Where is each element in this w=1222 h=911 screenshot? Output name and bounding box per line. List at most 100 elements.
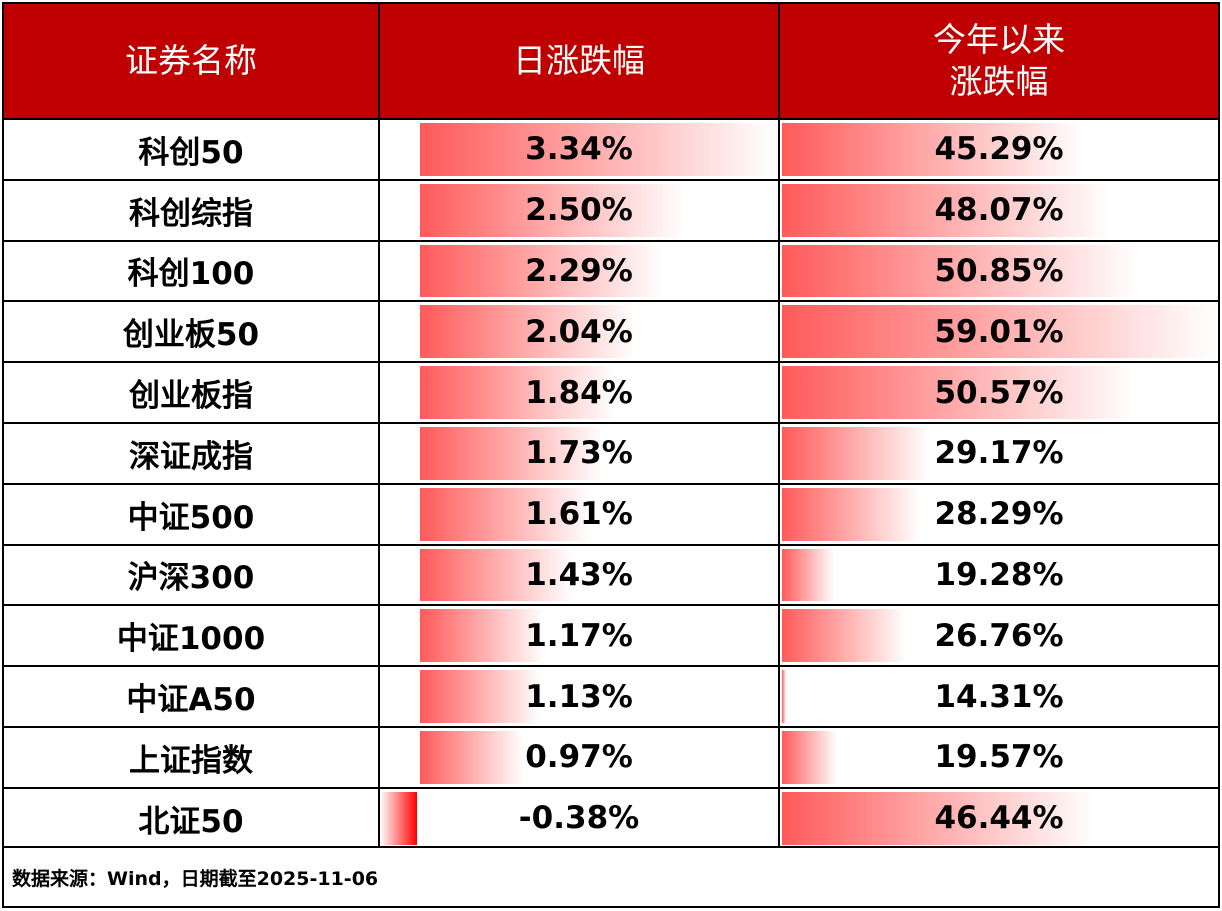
daily-change-value: 1.84% [525,374,633,411]
ytd-change-cell: 46.44% [780,789,1218,848]
ytd-change-value: 59.01% [934,313,1064,350]
header-label: 证券名称 [125,41,257,80]
table-row: 科创100 2.29% 50.85% [4,239,1218,301]
ytd-change-value: 50.57% [934,374,1064,411]
daily-change-bar [420,427,604,480]
ytd-change-bar [782,609,906,663]
ytd-change-cell: 50.85% [780,242,1218,301]
security-name-cell: 北证50 [4,788,380,848]
table-row: 中证500 1.61% 28.29% [4,482,1218,544]
ytd-change-bar [782,123,1085,176]
daily-change-value: 1.13% [525,678,633,715]
ytd-change-cell: 19.57% [780,728,1218,787]
ytd-change-bar [782,427,929,480]
daily-change-bar [420,609,544,663]
ytd-change-value: 19.57% [934,739,1064,776]
ytd-change-value: 45.29% [934,131,1064,168]
security-name: 创业板指 [129,378,253,415]
security-name-cell: 科创50 [4,120,380,179]
daily-change-bar [420,731,523,784]
security-name: 北证50 [138,803,244,840]
security-name: 中证A50 [126,682,256,719]
header-label: 今年以来 [933,20,1065,59]
security-name-cell: 创业板50 [4,302,380,362]
ytd-change-bar [782,244,1138,298]
security-name: 深证成指 [129,438,253,475]
daily-change-bar [420,244,663,298]
table-row: 上证指数 0.97% 19.57% [4,726,1218,787]
security-name-cell: 深证成指 [4,424,380,483]
header-security-name: 证券名称 [4,4,380,118]
daily-change-value: 1.43% [525,556,633,593]
daily-change-cell: 1.17% [380,606,780,666]
ytd-change-bar [782,791,1096,845]
ytd-change-bar [782,487,921,541]
table-row: 中证1000 1.17% 26.76% [4,604,1218,666]
daily-change-bar [420,548,572,602]
daily-change-cell: 2.29% [380,241,780,301]
daily-change-value: 3.34% [525,131,633,168]
ytd-change-bar [782,183,1111,237]
daily-change-cell: 1.84% [380,363,780,422]
ytd-change-value: 28.29% [934,496,1064,533]
security-name: 沪深300 [127,560,255,597]
security-name: 科创100 [127,256,255,293]
daily-change-cell: 3.34% [380,120,780,179]
ytd-change-cell: 14.31% [780,667,1218,726]
ytd-change-bar [782,670,786,723]
data-source-note: 数据来源：Wind，日期截至2025-11-06 [4,846,1218,906]
security-name: 上证指数 [129,742,253,779]
ytd-change-value: 19.28% [934,556,1064,593]
security-name-cell: 中证A50 [4,667,380,726]
ytd-change-value: 48.07% [934,192,1064,229]
daily-change-bar [420,305,637,359]
table-row: 创业板50 2.04% 59.01% [4,300,1218,362]
ytd-change-cell: 45.29% [780,120,1218,179]
daily-change-bar [420,183,685,237]
daily-change-cell: 1.61% [380,484,780,544]
daily-change-bar [420,123,774,176]
daily-change-value: -0.38% [518,800,640,837]
security-name: 科创综指 [129,195,253,232]
table-row: 科创50 3.34% 45.29% [4,118,1218,179]
table-row: 科创综指 2.50% 48.07% [4,178,1218,240]
ytd-change-value: 14.31% [934,678,1064,715]
ytd-change-bar [782,548,834,602]
security-name: 中证500 [127,499,255,536]
daily-change-value: 1.73% [525,435,633,472]
table-row: 北证50 -0.38% 46.44% [4,786,1218,848]
ytd-change-cell: 26.76% [780,606,1218,665]
daily-change-cell: 1.43% [380,545,780,605]
table-row: 沪深300 1.43% 19.28% [4,543,1218,605]
ytd-change-value: 46.44% [934,800,1064,837]
security-name-cell: 上证指数 [4,728,380,787]
daily-change-bar [420,487,591,541]
security-name: 创业板50 [122,317,260,354]
header-ytd-change: 今年以来 涨跌幅 [780,4,1218,118]
table-row: 创业板指 1.84% 50.57% [4,361,1218,422]
daily-change-cell: -0.38% [380,788,780,848]
ytd-change-cell: 50.57% [780,363,1218,422]
header-label: 日涨跌幅 [513,41,645,80]
daily-change-cell: 1.73% [380,424,780,483]
table-row: 深证成指 1.73% 29.17% [4,422,1218,483]
daily-change-cell: 2.50% [380,180,780,240]
daily-change-value: 2.04% [525,313,633,350]
daily-change-value: 2.29% [525,252,633,289]
security-name-cell: 沪深300 [4,545,380,605]
daily-change-value: 1.61% [525,496,633,533]
ytd-change-bar [782,305,1216,359]
daily-change-cell: 1.13% [380,667,780,726]
header-label: 涨跌幅 [949,62,1049,101]
daily-change-cell: 0.97% [380,728,780,787]
daily-change-bar [420,366,616,419]
security-name: 科创50 [138,134,244,171]
security-name-cell: 中证500 [4,484,380,544]
ytd-change-value: 50.85% [934,252,1064,289]
daily-change-value: 0.97% [525,739,633,776]
security-name-cell: 中证1000 [4,606,380,666]
daily-change-bar [380,791,417,845]
security-name-cell: 科创100 [4,241,380,301]
security-name: 中证1000 [116,621,266,658]
daily-change-bar [420,670,540,723]
